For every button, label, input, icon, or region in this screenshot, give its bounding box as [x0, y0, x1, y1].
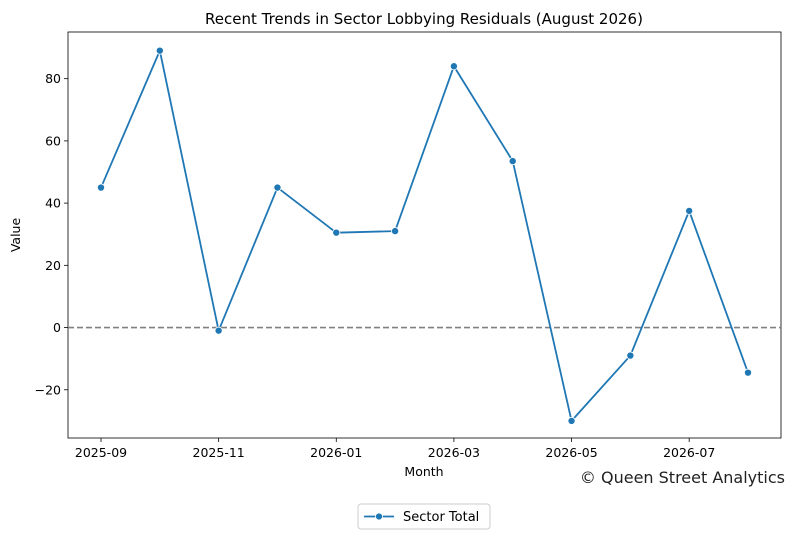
data-point	[155, 46, 164, 55]
x-axis: 2025-09 2025-11 2026-01 2026-03 2026-05 2026-…	[75, 438, 715, 460]
legend-label: Sector Total	[403, 510, 479, 525]
legend: Sector Total	[357, 503, 491, 530]
y-tick-label: 20	[45, 258, 61, 273]
data-point	[567, 416, 576, 425]
chart-title: Recent Trends in Sector Lobbying Residua…	[205, 10, 643, 28]
data-point	[273, 183, 282, 192]
plot-area	[67, 31, 782, 439]
data-point	[744, 368, 753, 377]
data-point	[685, 206, 694, 215]
data-point	[214, 326, 223, 335]
data-point	[508, 157, 517, 166]
series-layer	[97, 46, 753, 425]
data-point	[391, 227, 400, 236]
y-tick-label: 60	[45, 133, 61, 148]
x-tick-label: 2025-11	[193, 445, 245, 460]
x-tick-label: 2026-07	[663, 445, 715, 460]
copyright-text: © Queen Street Analytics	[580, 468, 785, 487]
y-axis-label: Value	[8, 218, 23, 253]
x-tick-label: 2025-09	[75, 445, 127, 460]
series-line	[100, 49, 749, 422]
y-tick-label: 80	[45, 71, 61, 86]
y-tick-label: 40	[45, 196, 61, 211]
legend-marker-sample	[375, 512, 383, 521]
data-point	[332, 228, 341, 237]
x-tick-label: 2026-05	[545, 445, 597, 460]
y-tick-label: −20	[35, 382, 61, 397]
legend-box	[357, 503, 491, 530]
x-tick-label: 2026-03	[428, 445, 480, 460]
y-axis: −20 0 20 40 60 80	[35, 71, 68, 397]
data-point	[97, 183, 106, 192]
x-tick-label: 2026-01	[310, 445, 362, 460]
data-point	[626, 351, 635, 360]
y-tick-label: 0	[53, 320, 61, 335]
data-point	[449, 62, 458, 71]
x-axis-label: Month	[404, 464, 443, 479]
